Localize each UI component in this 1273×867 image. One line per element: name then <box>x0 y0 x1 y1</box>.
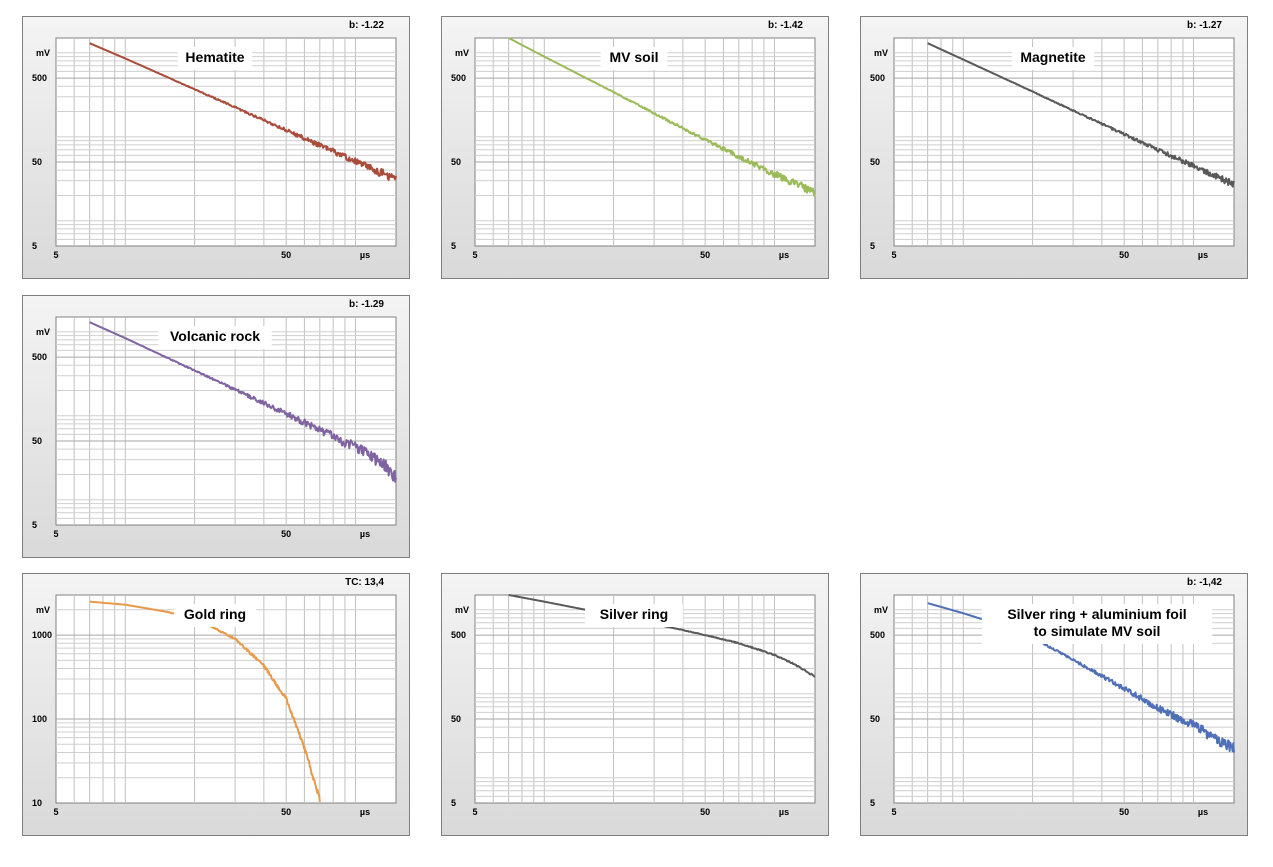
x-tick-label: µs <box>779 807 789 817</box>
x-tick-label: 5 <box>53 529 58 539</box>
x-tick-label: 5 <box>472 250 477 260</box>
decay-curve <box>89 42 397 181</box>
decay-curve <box>927 42 1235 188</box>
x-tick-label: µs <box>779 250 789 260</box>
y-axis-label: mV <box>36 48 50 58</box>
y-axis-label: mV <box>455 48 469 58</box>
x-tick-label: µs <box>1198 250 1208 260</box>
chart-title: Silver ring <box>585 604 683 627</box>
chart-title-line: Gold ring <box>184 606 246 622</box>
chart-silver-ring-foil: b: -1,42 mV 5 50 500 5 50 µs Silver ring + alumi… <box>860 573 1248 836</box>
chart-title-line: Silver ring + aluminium foil <box>1007 606 1186 622</box>
x-tick-label: 5 <box>891 250 896 260</box>
x-tick-label: 5 <box>472 807 477 817</box>
y-axis-label: mV <box>455 605 469 615</box>
badge-label: b: -1,42 <box>1187 577 1222 588</box>
chart-title-line: Volcanic rock <box>170 328 260 344</box>
y-tick-label: 5 <box>32 241 37 251</box>
chart-title: MV soil <box>600 47 668 70</box>
decay-curve <box>508 37 816 197</box>
badge-label: b: -1.29 <box>349 299 384 310</box>
plot-area <box>55 316 397 526</box>
chart-title-line: Magnetite <box>1020 49 1086 65</box>
x-tick-label: 5 <box>53 250 58 260</box>
x-tick-label: 50 <box>281 807 291 817</box>
plot-area <box>474 37 816 247</box>
x-tick-label: 5 <box>891 807 896 817</box>
plot-area <box>55 594 397 804</box>
y-tick-label: 100 <box>32 714 47 724</box>
x-tick-label: 50 <box>281 529 291 539</box>
badge-label: b: -1.42 <box>768 20 803 31</box>
chart-title: Magnetite <box>1011 47 1095 70</box>
chart-title-line: MV soil <box>609 49 658 65</box>
y-tick-label: 500 <box>870 630 885 640</box>
badge-label: b: -1.22 <box>349 20 384 31</box>
chart-title-line: Silver ring <box>600 606 668 622</box>
plot-area <box>55 37 397 247</box>
y-tick-label: 5 <box>870 241 875 251</box>
x-tick-label: 50 <box>1119 250 1129 260</box>
badge-label: TC: 13,4 <box>345 577 384 588</box>
chart-title: Volcanic rock <box>158 326 272 349</box>
x-tick-label: 50 <box>281 250 291 260</box>
y-axis-label: mV <box>36 605 50 615</box>
y-tick-label: 500 <box>32 73 47 83</box>
chart-svg: b: -1.22 mV 5 50 500 5 50 µs Hematite <box>22 16 410 279</box>
chart-title: Gold ring <box>173 604 257 627</box>
y-tick-label: 5 <box>451 241 456 251</box>
y-tick-label: 50 <box>870 714 880 724</box>
y-tick-label: 50 <box>32 157 42 167</box>
chart-svg: mV 5 50 500 5 50 µs Silver ring <box>441 573 829 836</box>
grid <box>475 38 815 246</box>
x-tick-label: µs <box>1198 807 1208 817</box>
x-tick-label: 50 <box>1119 807 1129 817</box>
y-axis-label: mV <box>874 48 888 58</box>
y-tick-label: 5 <box>870 798 875 808</box>
y-tick-label: 1000 <box>32 630 52 640</box>
plot-area <box>893 37 1235 247</box>
x-tick-label: µs <box>360 807 370 817</box>
y-tick-label: 5 <box>32 520 37 530</box>
x-tick-label: 50 <box>700 807 710 817</box>
chart-svg: TC: 13,4 mV 10 100 1000 5 50 µs Gold ring <box>22 573 410 836</box>
chart-svg: b: -1.42 mV 5 50 500 5 50 µs MV soil <box>441 16 829 279</box>
decay-curve <box>89 321 397 483</box>
chart-svg: b: -1.27 mV 5 50 500 5 50 µs Magnetite <box>860 16 1248 279</box>
grid <box>56 317 396 525</box>
badge-label: b: -1.27 <box>1187 20 1222 31</box>
y-tick-label: 500 <box>451 630 466 640</box>
x-tick-label: 5 <box>53 807 58 817</box>
y-tick-label: 10 <box>32 798 42 808</box>
y-tick-label: 500 <box>451 73 466 83</box>
y-tick-label: 500 <box>870 73 885 83</box>
decay-curve <box>927 602 1235 753</box>
chart-title: Hematite <box>177 47 253 70</box>
y-axis-label: mV <box>874 605 888 615</box>
chart-gold-ring: TC: 13,4 mV 10 100 1000 5 50 µs Gold ring <box>22 573 410 836</box>
x-tick-label: µs <box>360 250 370 260</box>
plot-area <box>474 594 816 804</box>
chart-title-line: Hematite <box>185 49 244 65</box>
x-tick-label: µs <box>360 529 370 539</box>
chart-silver-ring: mV 5 50 500 5 50 µs Silver ring <box>441 573 829 836</box>
y-tick-label: 50 <box>451 714 461 724</box>
chart-mv-soil: b: -1.42 mV 5 50 500 5 50 µs MV soil <box>441 16 829 279</box>
chart-volcanic-rock: b: -1.29 mV 5 50 500 5 50 µs Volcanic rock <box>22 295 410 558</box>
chart-hematite: b: -1.22 mV 5 50 500 5 50 µs Hematite <box>22 16 410 279</box>
y-tick-label: 5 <box>451 798 456 808</box>
grid <box>56 595 396 803</box>
y-tick-label: 50 <box>451 157 461 167</box>
y-tick-label: 500 <box>32 352 47 362</box>
chart-title-line: to simulate MV soil <box>1034 623 1161 639</box>
chart-svg: b: -1.29 mV 5 50 500 5 50 µs Volcanic rock <box>22 295 410 558</box>
y-tick-label: 50 <box>870 157 880 167</box>
y-tick-label: 50 <box>32 436 42 446</box>
chart-magnetite: b: -1.27 mV 5 50 500 5 50 µs Magnetite <box>860 16 1248 279</box>
chart-svg: b: -1,42 mV 5 50 500 5 50 µs Silver ring + alumi… <box>860 573 1248 836</box>
y-axis-label: mV <box>36 327 50 337</box>
x-tick-label: 50 <box>700 250 710 260</box>
